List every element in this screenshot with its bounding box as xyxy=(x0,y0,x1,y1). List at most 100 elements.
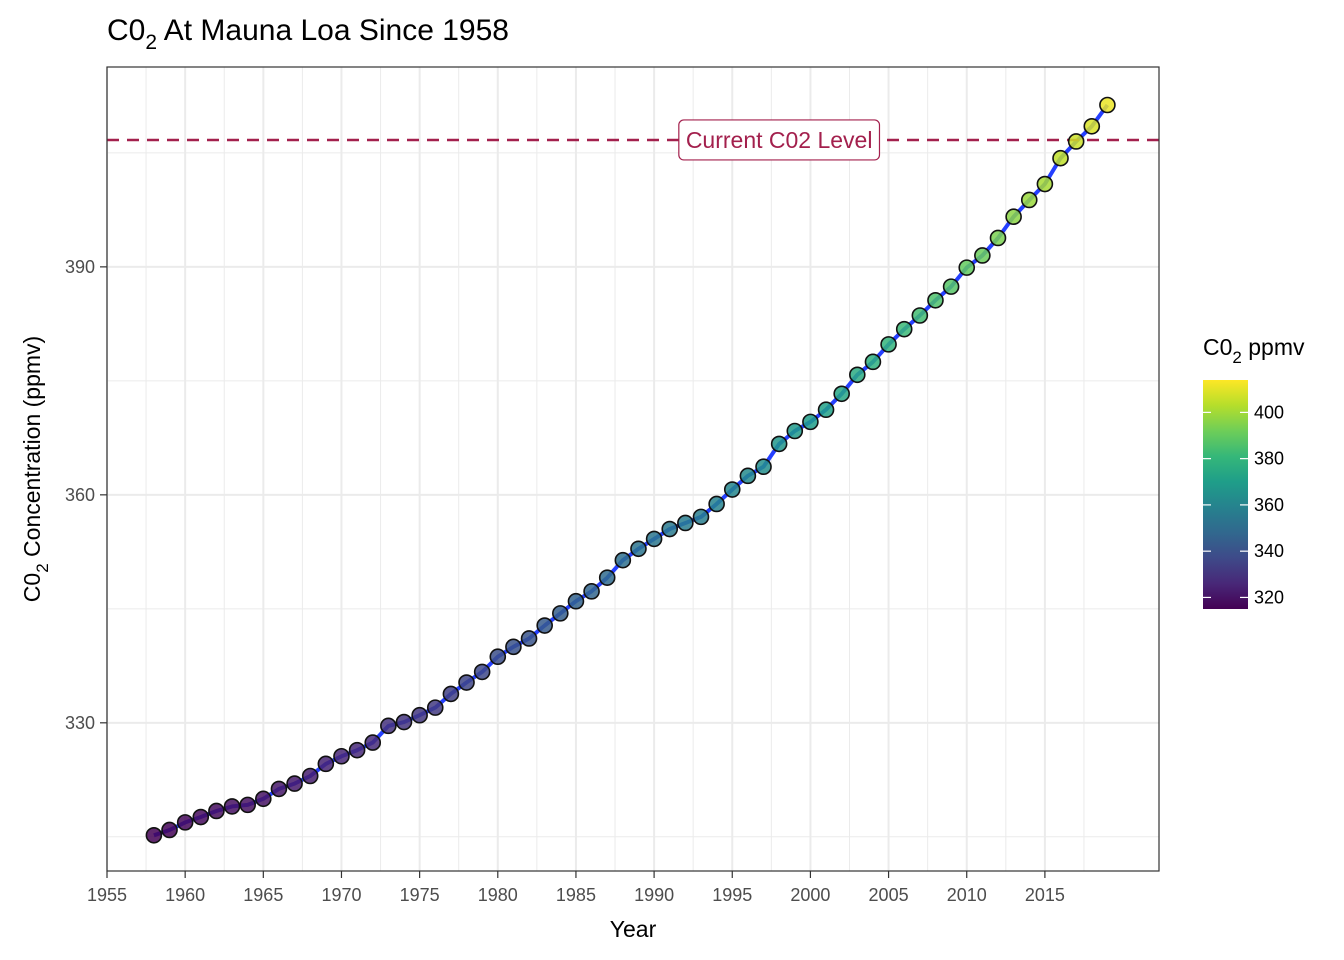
data-point xyxy=(849,366,866,384)
data-point xyxy=(786,422,804,440)
data-point xyxy=(380,717,397,735)
data-point xyxy=(520,630,538,647)
x-tick-label: 1965 xyxy=(243,885,283,905)
y-title-rest: Concentration (ppmv) xyxy=(19,336,45,564)
data-point xyxy=(708,495,725,513)
data-point xyxy=(958,259,976,276)
chart-title: C02 At Mauna Loa Since 1958 xyxy=(107,14,509,54)
data-point xyxy=(567,592,585,610)
data-point xyxy=(1020,191,1038,209)
data-point xyxy=(802,413,819,431)
data-point xyxy=(630,540,647,558)
trend-line xyxy=(153,103,1110,838)
x-tick-label: 1960 xyxy=(165,885,205,905)
title-base: C0 xyxy=(107,14,145,47)
data-point xyxy=(176,814,194,831)
data-point xyxy=(817,401,835,419)
x-axis: 1955 1960 1965 1970 1975 1980 1985 1990 1995 2000… xyxy=(87,871,1065,905)
data-point xyxy=(270,780,288,798)
y-tick-label: 390 xyxy=(65,257,95,277)
data-point xyxy=(723,481,741,498)
data-point xyxy=(333,747,350,765)
legend-title-subscript: 2 xyxy=(1232,348,1241,367)
title-rest: At Mauna Loa Since 1958 xyxy=(157,14,509,47)
x-tick-label: 2000 xyxy=(790,885,830,905)
legend-title: C02 ppmv xyxy=(1203,334,1305,367)
data-point xyxy=(317,755,335,773)
y-title-base: C0 xyxy=(19,573,45,602)
x-tick-label: 1955 xyxy=(87,885,127,905)
legend-colorbar xyxy=(1203,380,1248,609)
data-point xyxy=(895,320,913,338)
data-point xyxy=(348,741,366,759)
data-point xyxy=(864,353,882,371)
data-point xyxy=(489,648,507,666)
data-point xyxy=(208,802,225,820)
data-point xyxy=(739,467,757,485)
data-point xyxy=(505,638,522,656)
data-point xyxy=(395,713,413,731)
grid-layer xyxy=(106,67,1159,871)
x-tick-label: 2015 xyxy=(1025,885,1065,905)
x-tick-label: 2005 xyxy=(869,885,909,905)
y-axis: 330 360 390 xyxy=(65,257,107,733)
data-point xyxy=(458,674,475,691)
legend-title-base: C0 xyxy=(1203,334,1232,360)
title-subscript: 2 xyxy=(145,31,157,54)
y-tick-label: 360 xyxy=(65,485,95,505)
data-point xyxy=(473,663,491,681)
legend-tick-label: 400 xyxy=(1254,402,1284,422)
data-point xyxy=(161,821,178,839)
points-layer xyxy=(145,96,1116,844)
data-point xyxy=(942,278,960,295)
data-point xyxy=(927,291,944,309)
data-point xyxy=(598,569,616,586)
data-point xyxy=(770,435,788,453)
data-point xyxy=(661,520,679,538)
x-tick-label: 2010 xyxy=(947,885,987,905)
x-tick-label: 1970 xyxy=(321,885,361,905)
y-axis-title: C02 Concentration (ppmv) xyxy=(19,336,52,602)
x-tick-label: 1995 xyxy=(712,885,752,905)
current-level-label: Current C02 Level xyxy=(686,127,873,153)
data-point xyxy=(239,796,256,814)
data-point xyxy=(677,514,694,532)
data-point xyxy=(692,508,710,526)
y-tick-label: 330 xyxy=(65,713,95,733)
color-legend: C02 ppmv 320 340 360 380 400 xyxy=(1203,334,1305,609)
data-point xyxy=(989,229,1007,247)
x-axis-title: Year xyxy=(610,916,657,942)
data-point xyxy=(286,775,303,792)
data-point xyxy=(1052,149,1069,167)
trend-layer xyxy=(153,103,1110,838)
data-point xyxy=(364,734,382,751)
data-point xyxy=(1083,117,1101,135)
current-level-label-box xyxy=(678,119,881,161)
data-point xyxy=(145,826,163,844)
data-point xyxy=(442,685,460,703)
data-point xyxy=(1005,208,1022,226)
reference-line-layer: Current C02 Level xyxy=(107,119,1159,161)
data-point xyxy=(583,583,600,600)
data-point xyxy=(255,790,272,808)
data-point xyxy=(552,605,569,622)
plot-panel-border xyxy=(106,66,1160,872)
x-tick-label: 1975 xyxy=(400,885,440,905)
legend-tick-label: 360 xyxy=(1254,495,1284,515)
x-tick-label: 1985 xyxy=(556,885,596,905)
x-tick-label: 1990 xyxy=(634,885,674,905)
legend-tick-label: 380 xyxy=(1254,449,1284,469)
data-point xyxy=(536,617,553,634)
data-point xyxy=(1099,96,1116,114)
data-point xyxy=(755,458,772,476)
data-point xyxy=(1067,133,1085,150)
y-title-subscript: 2 xyxy=(33,563,52,572)
data-point xyxy=(426,699,444,716)
legend-tick-label: 340 xyxy=(1254,541,1284,561)
data-point xyxy=(301,767,319,785)
data-point xyxy=(192,808,210,826)
data-point xyxy=(974,247,991,264)
data-point xyxy=(880,336,897,353)
data-point xyxy=(614,551,632,569)
